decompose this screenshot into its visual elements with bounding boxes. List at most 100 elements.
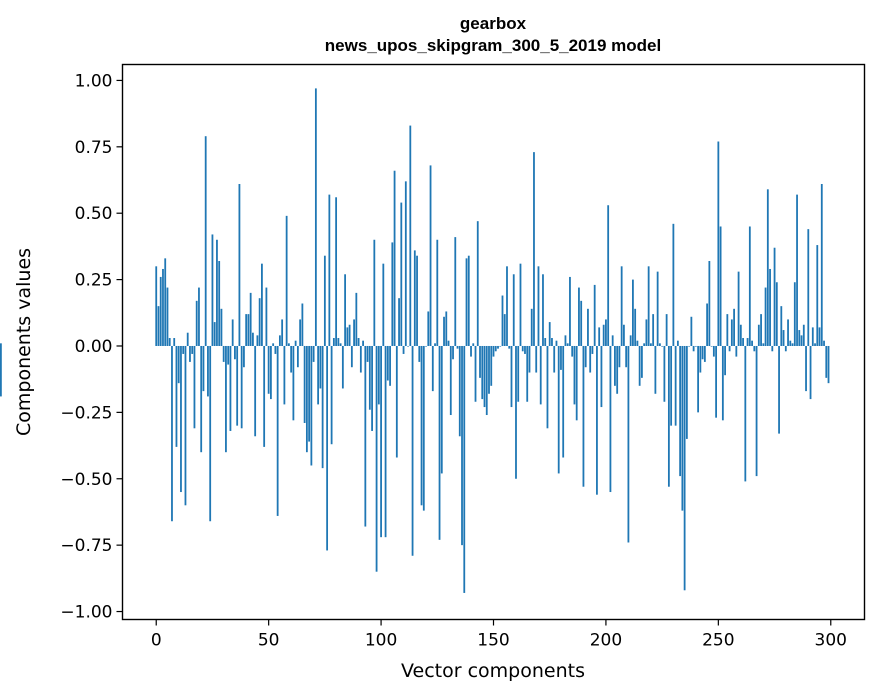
bar-component-123 bbox=[431, 345, 434, 392]
bar-component-266 bbox=[753, 345, 756, 352]
bar-component-38 bbox=[240, 345, 243, 429]
bar-component-286 bbox=[798, 330, 801, 346]
bar-component-187 bbox=[575, 345, 578, 421]
chart-title-line2: news_upos_skipgram_300_5_2019 model bbox=[325, 36, 661, 55]
bar-component-272 bbox=[766, 189, 769, 346]
bar-component-36 bbox=[236, 345, 239, 426]
bar-component-84 bbox=[344, 274, 346, 346]
chart-title-line1: gearbox bbox=[460, 14, 527, 33]
bar-component-12 bbox=[182, 345, 185, 354]
bar-component-281 bbox=[787, 319, 789, 346]
bar-component-35 bbox=[234, 345, 236, 360]
bar-component-21 bbox=[202, 345, 205, 392]
bar-component-184 bbox=[569, 276, 571, 346]
x-tick-label: 150 bbox=[477, 631, 509, 651]
bar-component-211 bbox=[629, 335, 632, 346]
bar-component-269 bbox=[760, 314, 762, 346]
bar-component-14 bbox=[186, 332, 189, 346]
bar-component-173 bbox=[544, 338, 547, 346]
bar-component-85 bbox=[346, 327, 349, 346]
bar-component-250 bbox=[717, 141, 720, 346]
bar-component-81 bbox=[337, 338, 340, 346]
bar-component-75 bbox=[323, 255, 326, 346]
bar-component-203 bbox=[611, 335, 614, 346]
bar-component-2 bbox=[159, 276, 162, 346]
bar-component-229 bbox=[670, 345, 673, 426]
bar-component-125 bbox=[436, 239, 439, 346]
bar-component-200 bbox=[605, 319, 607, 346]
bar-component-22 bbox=[204, 136, 207, 346]
bar-component-30 bbox=[222, 345, 225, 362]
bar-component-51 bbox=[270, 345, 272, 400]
bar-component-172 bbox=[542, 274, 544, 346]
bar-component-294 bbox=[816, 245, 819, 346]
bar-component-54 bbox=[276, 345, 279, 516]
bar-component-155 bbox=[503, 314, 506, 346]
bar-component-134 bbox=[456, 345, 459, 349]
bar-component-143 bbox=[476, 221, 479, 346]
bar-component-255 bbox=[728, 345, 731, 352]
bar-component-159 bbox=[512, 274, 515, 346]
bar-component-252 bbox=[721, 345, 724, 421]
bar-component-97 bbox=[373, 239, 376, 346]
bar-component-264 bbox=[748, 226, 751, 346]
bar-component-265 bbox=[751, 340, 753, 346]
bar-component-291 bbox=[809, 345, 812, 400]
bar-component-117 bbox=[418, 345, 421, 362]
bar-component-66 bbox=[303, 345, 306, 423]
bar-component-245 bbox=[706, 303, 709, 346]
bar-component-93 bbox=[364, 345, 367, 527]
bar-component-60 bbox=[290, 345, 293, 373]
bars-group bbox=[0, 88, 830, 593]
bar-component-228 bbox=[667, 345, 670, 487]
bar-component-45 bbox=[256, 335, 259, 346]
bar-component-262 bbox=[744, 345, 747, 482]
bar-component-126 bbox=[438, 345, 441, 540]
bar-component-18 bbox=[195, 300, 198, 346]
bar-component-290 bbox=[807, 229, 810, 346]
bar-component-128 bbox=[443, 316, 445, 346]
bar-component-55 bbox=[278, 335, 281, 346]
bar-component-104 bbox=[389, 345, 391, 386]
bar-component-150 bbox=[492, 345, 495, 357]
bar-component-47 bbox=[261, 263, 263, 346]
y-tick-label: 0.00 bbox=[75, 337, 113, 357]
bar-component-217 bbox=[643, 343, 646, 346]
bar-component-232 bbox=[676, 340, 679, 346]
bar-component-225 bbox=[661, 345, 664, 347]
bar-component-189 bbox=[580, 300, 583, 346]
bar-component-196 bbox=[596, 345, 598, 495]
bar-component-103 bbox=[386, 345, 389, 381]
bar-component-259 bbox=[737, 271, 740, 346]
bar-component-16 bbox=[191, 345, 194, 354]
bar-component-182 bbox=[564, 335, 567, 346]
bar-component-273 bbox=[769, 268, 771, 346]
bar-component-72 bbox=[317, 345, 320, 405]
bar-component-283 bbox=[791, 343, 794, 346]
bar-component-129 bbox=[445, 311, 448, 346]
bar-component-270 bbox=[762, 343, 765, 346]
bar-component-31 bbox=[225, 345, 227, 453]
bar-component-197 bbox=[598, 327, 601, 346]
bar-component-223 bbox=[656, 271, 659, 346]
bar-component-231 bbox=[674, 345, 677, 426]
bar-component-210 bbox=[627, 345, 630, 543]
bar-component-191 bbox=[584, 345, 587, 368]
bar-component-246 bbox=[708, 261, 711, 346]
bar-component-135 bbox=[458, 345, 461, 437]
bar-component-127 bbox=[440, 345, 443, 474]
bar-component-34 bbox=[231, 319, 234, 346]
bar-component-8 bbox=[173, 338, 176, 346]
bar-component-89 bbox=[355, 292, 358, 346]
bar-component-148 bbox=[488, 345, 490, 394]
bar-component-289 bbox=[805, 345, 807, 392]
bar-component-161 bbox=[517, 345, 520, 402]
bar-component-147 bbox=[485, 345, 488, 416]
bar-component-92 bbox=[362, 340, 364, 346]
bar-component-32 bbox=[227, 345, 230, 365]
bar-component-180 bbox=[560, 345, 562, 370]
bar-component-214 bbox=[636, 340, 639, 346]
bar-component-140 bbox=[470, 345, 472, 357]
bar-component-61 bbox=[292, 345, 295, 421]
bar-component-174 bbox=[546, 345, 549, 429]
